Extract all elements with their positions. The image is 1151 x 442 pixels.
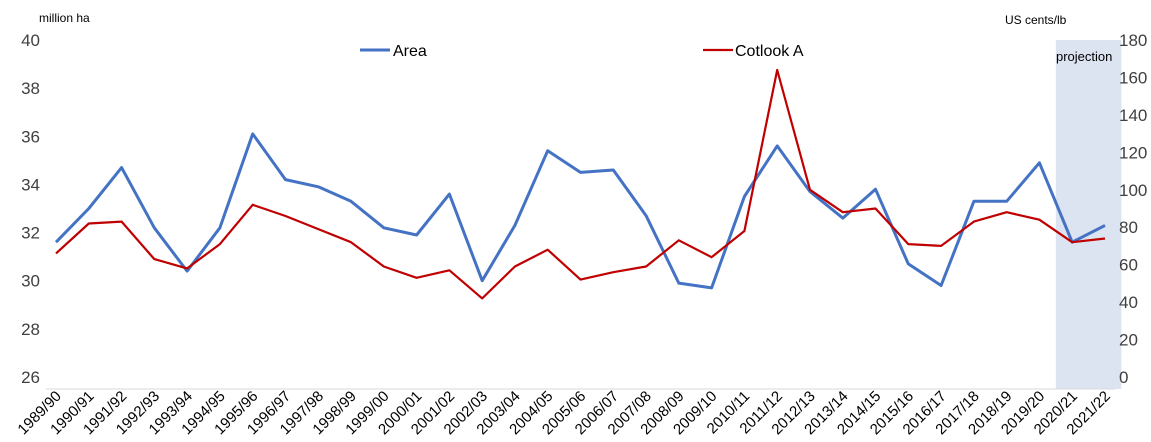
series-line-cotlook-a: [55, 68, 1106, 300]
left-axis-unit: million ha: [39, 11, 90, 25]
right-y-tick-label: 160: [1119, 68, 1147, 87]
left-y-tick-label: 40: [21, 31, 40, 50]
left-y-tick-label: 36: [21, 127, 40, 146]
right-y-tick-label: 140: [1119, 106, 1147, 125]
projection-band: [1055, 40, 1122, 389]
right-y-tick-label: 20: [1119, 331, 1138, 350]
legend-label: Area: [393, 43, 427, 60]
left-y-tick-label: 30: [21, 272, 40, 291]
right-y-tick-label: 0: [1119, 368, 1128, 387]
x-axis: 1989/901990/911991/921992/931993/941994/…: [14, 388, 1113, 438]
left-y-tick-label: 26: [21, 368, 40, 387]
left-y-tick-label: 34: [21, 175, 40, 194]
right-axis-unit: US cents/lb: [1005, 13, 1067, 27]
series-line-area: [54, 132, 1106, 290]
right-y-tick-label: 60: [1119, 256, 1138, 275]
left-y-axis: 26 28 30 32 34 36 38 40: [21, 31, 40, 387]
projection-label: projection: [1056, 49, 1112, 64]
legend: Area Cotlook A: [360, 43, 804, 60]
right-y-tick-label: 100: [1119, 181, 1147, 200]
left-y-tick-label: 32: [21, 224, 40, 243]
right-y-tick-label: 40: [1119, 293, 1138, 312]
right-y-tick-label: 180: [1119, 31, 1147, 50]
legend-label: Cotlook A: [735, 43, 804, 60]
left-y-tick-label: 28: [21, 320, 40, 339]
right-y-tick-label: 120: [1119, 143, 1147, 162]
right-y-tick-label: 80: [1119, 218, 1138, 237]
series-layer: [54, 68, 1106, 300]
right-y-axis: 0 20 40 60 80 100 120 140 160 180: [1119, 31, 1147, 387]
left-y-tick-label: 38: [21, 79, 40, 98]
